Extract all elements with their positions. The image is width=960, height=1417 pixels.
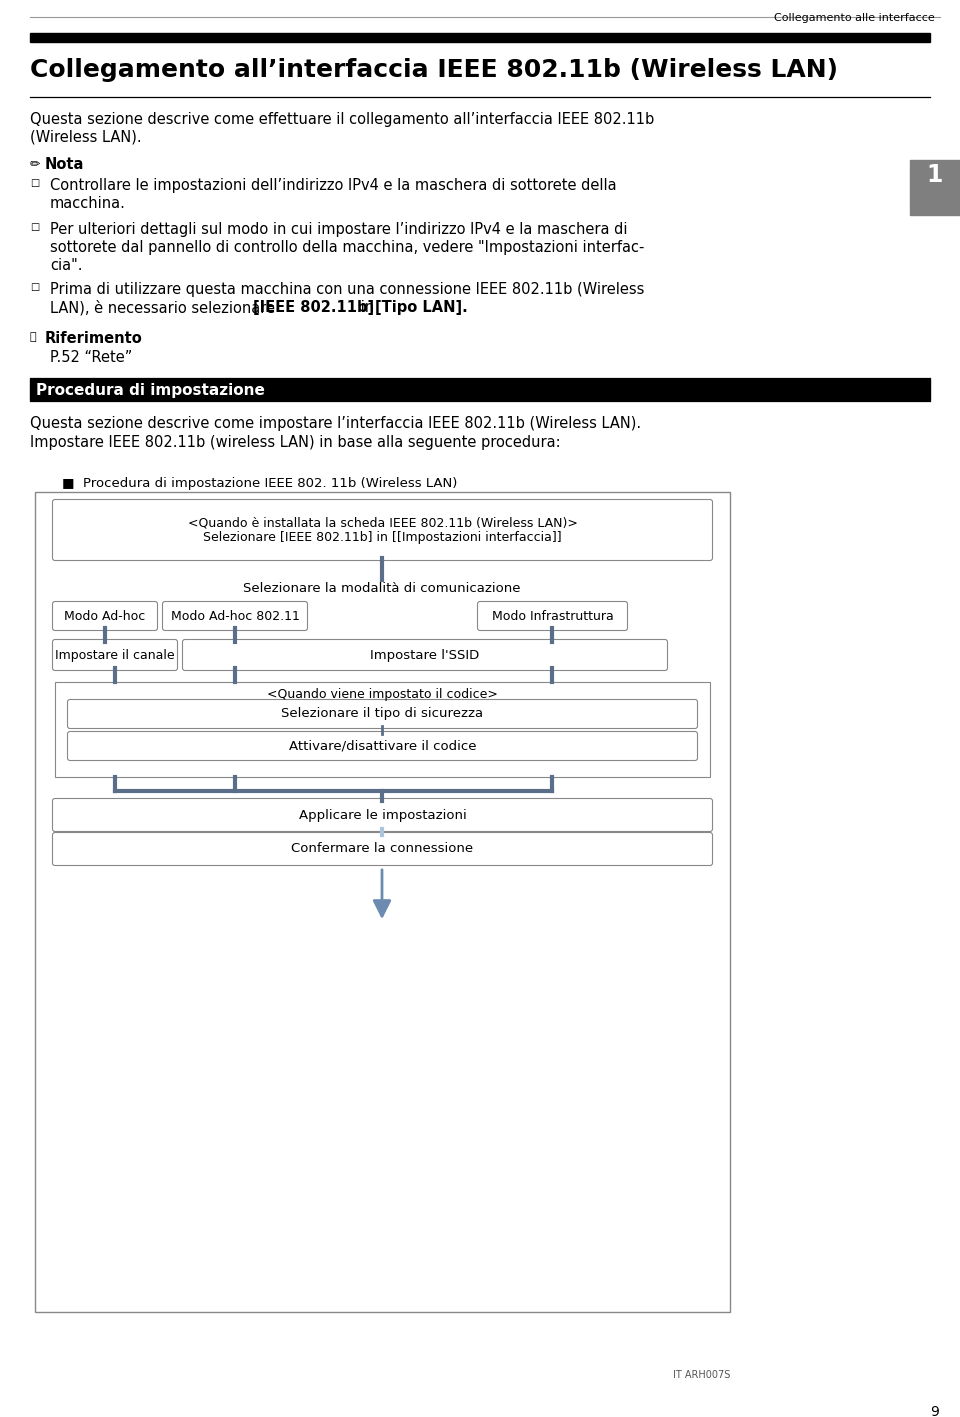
Text: LAN), è necessario selezionare: LAN), è necessario selezionare bbox=[50, 300, 279, 316]
Bar bbox=[30, 378, 930, 400]
Text: Selezionare la modalità di comunicazione: Selezionare la modalità di comunicazione bbox=[243, 582, 520, 595]
FancyBboxPatch shape bbox=[162, 601, 307, 631]
Text: Modo Infrastruttura: Modo Infrastruttura bbox=[492, 609, 613, 622]
Text: [IEEE 802.11b]: [IEEE 802.11b] bbox=[253, 300, 374, 315]
Text: Impostare l'SSID: Impostare l'SSID bbox=[371, 649, 480, 662]
FancyBboxPatch shape bbox=[53, 500, 712, 561]
Text: Riferimento: Riferimento bbox=[45, 332, 143, 346]
Text: Collegamento all’interfaccia IEEE 802.11b (Wireless LAN): Collegamento all’interfaccia IEEE 802.11… bbox=[30, 58, 838, 82]
Text: (Wireless LAN).: (Wireless LAN). bbox=[30, 130, 142, 145]
Text: □: □ bbox=[30, 179, 39, 188]
Bar bbox=[35, 492, 730, 1312]
Text: Impostare IEEE 802.11b (wireless LAN) in base alla seguente procedura:: Impostare IEEE 802.11b (wireless LAN) in… bbox=[30, 435, 561, 451]
Text: Questa sezione descrive come impostare l’interfaccia IEEE 802.11b (Wireless LAN): Questa sezione descrive come impostare l… bbox=[30, 417, 641, 431]
Text: in: in bbox=[356, 300, 379, 315]
Text: 9: 9 bbox=[930, 1406, 940, 1417]
Text: Nota: Nota bbox=[45, 157, 84, 171]
Text: cia".: cia". bbox=[50, 258, 83, 273]
Text: Procedura di impostazione: Procedura di impostazione bbox=[36, 383, 265, 398]
Text: Questa sezione descrive come effettuare il collegamento all’interfaccia IEEE 802: Questa sezione descrive come effettuare … bbox=[30, 112, 655, 128]
Bar bbox=[55, 682, 710, 777]
Text: Impostare il canale: Impostare il canale bbox=[55, 649, 175, 662]
FancyBboxPatch shape bbox=[67, 700, 698, 728]
FancyBboxPatch shape bbox=[182, 639, 667, 670]
FancyBboxPatch shape bbox=[477, 601, 628, 631]
Text: ■  Procedura di impostazione IEEE 802. 11b (Wireless LAN): ■ Procedura di impostazione IEEE 802. 11… bbox=[62, 478, 457, 490]
Text: ✏: ✏ bbox=[30, 159, 40, 171]
Text: □: □ bbox=[30, 282, 39, 292]
Text: 1: 1 bbox=[926, 163, 943, 187]
Text: [Tipo LAN].: [Tipo LAN]. bbox=[375, 300, 468, 315]
FancyBboxPatch shape bbox=[53, 639, 178, 670]
Text: <Quando viene impostato il codice>: <Quando viene impostato il codice> bbox=[267, 689, 497, 701]
Text: Controllare le impostazioni dell’indirizzo IPv4 e la maschera di sottorete della: Controllare le impostazioni dell’indiriz… bbox=[50, 179, 616, 193]
FancyBboxPatch shape bbox=[53, 799, 712, 832]
FancyBboxPatch shape bbox=[67, 731, 698, 761]
Text: □: □ bbox=[30, 222, 39, 232]
Text: ⚿: ⚿ bbox=[30, 332, 36, 341]
Text: P.52 “Rete”: P.52 “Rete” bbox=[50, 350, 132, 366]
Text: Modo Ad-hoc 802.11: Modo Ad-hoc 802.11 bbox=[171, 609, 300, 622]
Text: Attivare/disattivare il codice: Attivare/disattivare il codice bbox=[289, 740, 476, 752]
Text: Selezionare il tipo di sicurezza: Selezionare il tipo di sicurezza bbox=[281, 707, 484, 720]
Text: IT ARH007S: IT ARH007S bbox=[673, 1370, 730, 1380]
Text: Per ulteriori dettagli sul modo in cui impostare l’indirizzo IPv4 e la maschera : Per ulteriori dettagli sul modo in cui i… bbox=[50, 222, 628, 237]
Bar bbox=[910, 160, 960, 215]
Text: sottorete dal pannello di controllo della macchina, vedere "Impostazioni interfa: sottorete dal pannello di controllo dell… bbox=[50, 239, 644, 255]
Text: Prima di utilizzare questa macchina con una connessione IEEE 802.11b (Wireless: Prima di utilizzare questa macchina con … bbox=[50, 282, 644, 298]
Text: macchina.: macchina. bbox=[50, 196, 126, 211]
FancyBboxPatch shape bbox=[53, 601, 157, 631]
FancyBboxPatch shape bbox=[53, 833, 712, 866]
Text: Collegamento alle interfacce: Collegamento alle interfacce bbox=[775, 13, 935, 23]
Text: Modo Ad-hoc: Modo Ad-hoc bbox=[64, 609, 146, 622]
Text: Confermare la connessione: Confermare la connessione bbox=[292, 843, 473, 856]
Bar bbox=[30, 33, 930, 43]
Text: <Quando è installata la scheda IEEE 802.11b (Wireless LAN)>
Selezionare [IEEE 80: <Quando è installata la scheda IEEE 802.… bbox=[187, 516, 577, 544]
Text: Applicare le impostazioni: Applicare le impostazioni bbox=[299, 809, 467, 822]
